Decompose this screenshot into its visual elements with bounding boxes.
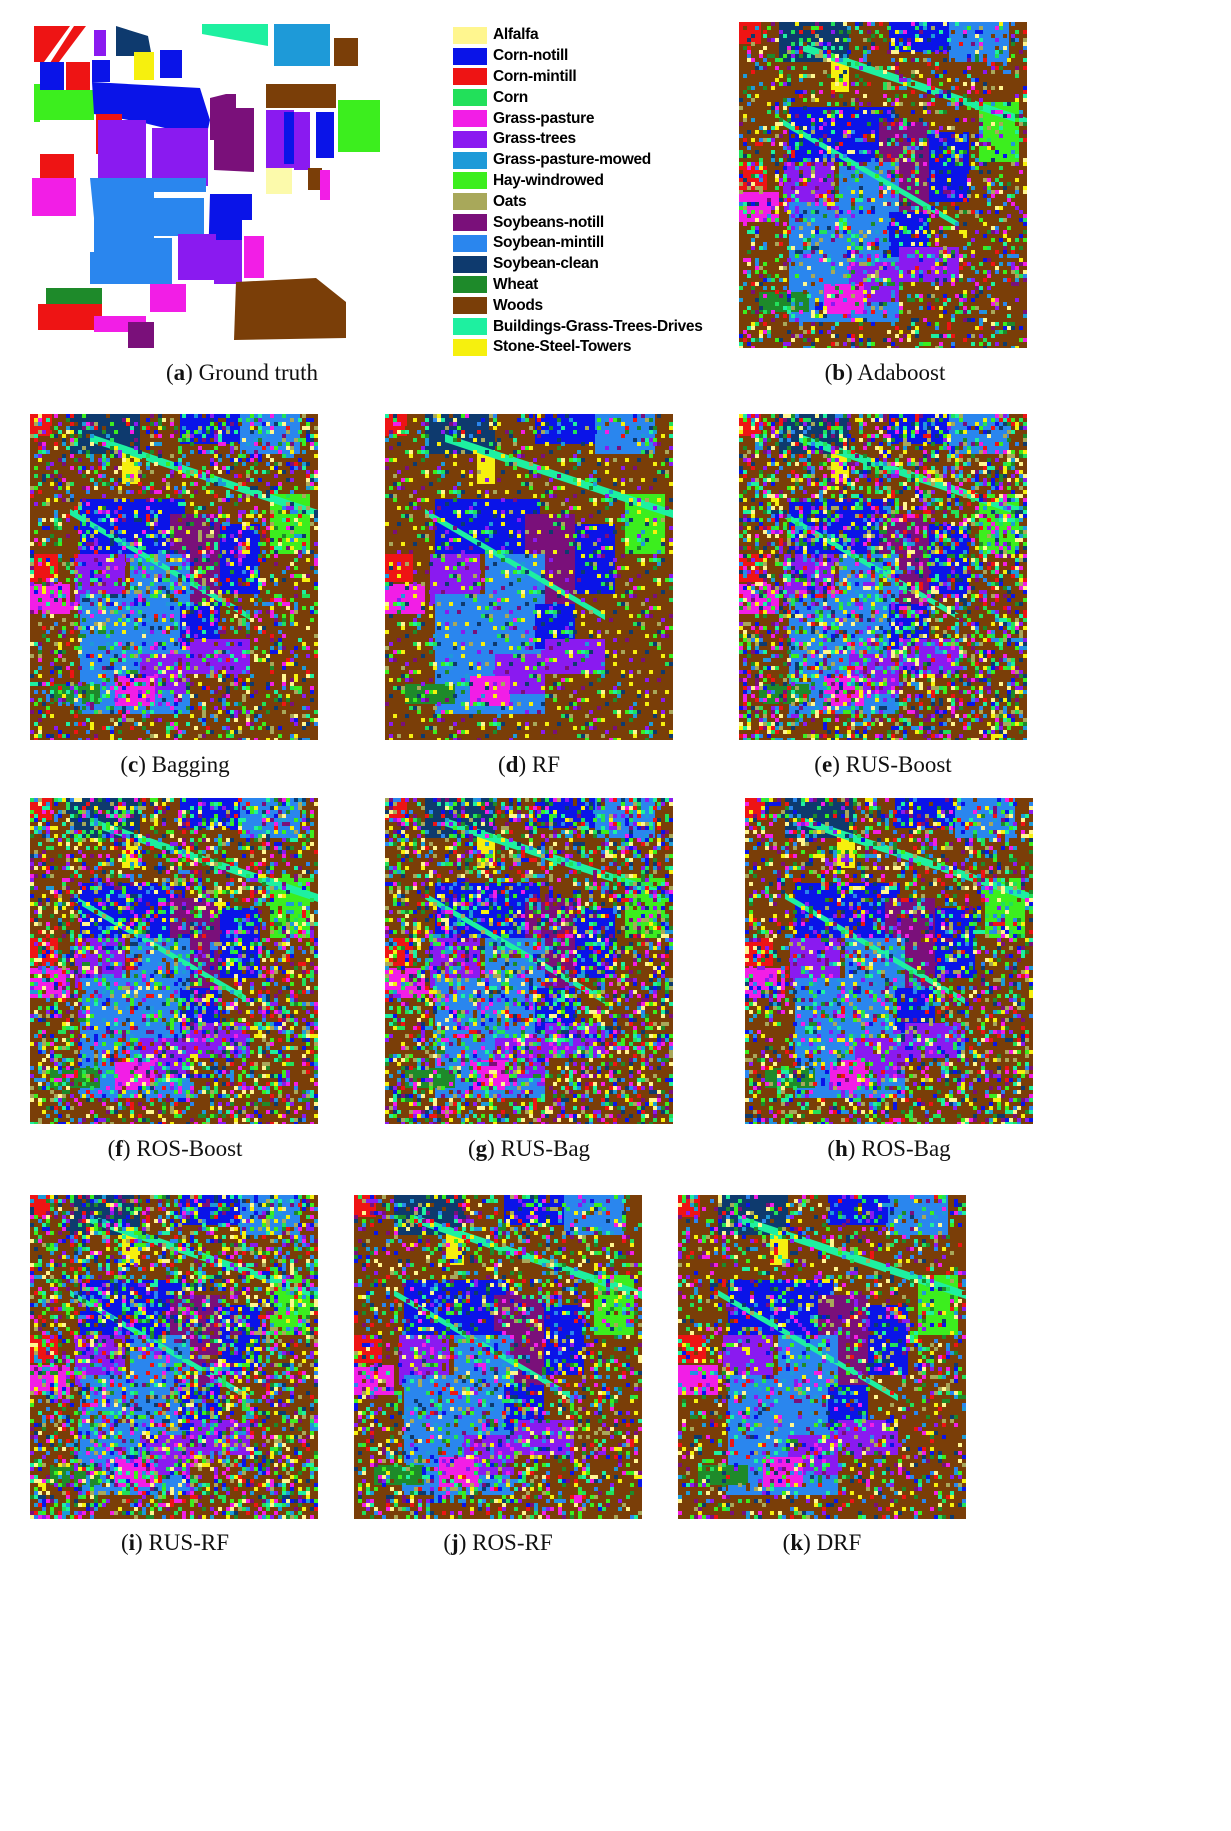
legend-label: Corn-mintill [493,68,577,86]
map-noise [739,414,1027,740]
legend-swatch [453,110,487,128]
legend-item: Corn [453,87,703,108]
legend-label: Soybean-mintill [493,234,604,252]
map-region [470,676,510,706]
map-noise [678,1195,966,1519]
legend-item: Alfalfa [453,25,703,46]
legend-item: Stone-Steel-Towers [453,337,703,358]
map-noise [30,414,318,740]
legend-label: Corn [493,89,528,107]
legend-item: Grass-pasture [453,108,703,129]
legend-item: Soybeans-notill [453,212,703,233]
ros-rf-map [354,1195,642,1519]
legend-swatch [453,338,487,356]
legend-swatch [453,297,487,315]
legend-swatch [453,47,487,65]
legend-label: Stone-Steel-Towers [493,338,631,356]
ros-boost-map [30,798,318,1124]
caption-f: (f) ROS-Boost [108,1136,243,1162]
legend-label: Hay-windrowed [493,172,604,190]
legend-item: Oats [453,191,703,212]
map-noise [739,22,1027,348]
legend-label: Grass-trees [493,130,576,148]
caption-g: (g) RUS-Bag [468,1136,590,1162]
bagging-map [30,414,318,740]
legend-swatch [453,255,487,273]
legend-item: Corn-mintill [453,67,703,88]
map-region [770,1231,788,1265]
legend-label: Soybean-clean [493,255,599,273]
caption-b: (b) Adaboost [825,360,946,386]
legend-swatch [453,234,487,252]
caption-i: (i) RUS-RF [121,1530,229,1556]
legend-item: Corn-notill [453,46,703,67]
map-noise [385,414,673,740]
caption-a: (a) Ground truth [166,360,318,386]
legend-label: Buildings-Grass-Trees-Drives [493,318,703,336]
map-road [779,117,959,228]
legend-swatch [453,193,487,211]
rus-bag-map [385,798,673,1124]
legend-swatch [453,151,487,169]
map-noise [30,1195,318,1519]
rus-rf-map [30,1195,318,1519]
map-road [718,1290,898,1401]
class-legend: Alfalfa Corn-notill Corn-mintill Corn Grass-… [453,25,703,358]
map-region [759,292,809,312]
rus-boost-map [739,414,1027,740]
legend-label: Soybeans-notill [493,214,604,232]
legend-swatch [453,172,487,190]
caption-h: (h) ROS-Bag [827,1136,950,1162]
adaboost-map [739,22,1027,348]
legend-swatch [453,276,487,294]
legend-swatch [453,89,487,107]
legend-label: Oats [493,193,527,211]
legend-swatch [453,318,487,336]
caption-j: (j) ROS-RF [443,1530,552,1556]
ros-bag-map [745,798,1033,1124]
map-noise [385,798,673,1124]
map-noise [30,798,318,1124]
caption-k: (k) DRF [783,1530,862,1556]
legend-item: Grass-trees [453,129,703,150]
legend-item: Woods [453,295,703,316]
caption-d: (d) RF [498,752,560,778]
legend-label: Corn-notill [493,47,568,65]
legend-swatch [453,26,487,44]
drf-map [678,1195,966,1519]
legend-label: Grass-pasture [493,110,595,128]
caption-c: (c) Bagging [120,752,229,778]
legend-item: Hay-windrowed [453,171,703,192]
legend-item: Wheat [453,275,703,296]
legend-swatch [453,68,487,86]
caption-e: (e) RUS-Boost [814,752,951,778]
map-noise [745,798,1033,1124]
rf-map [385,414,673,740]
legend-label: Grass-pasture-mowed [493,151,651,169]
legend-item: Grass-pasture-mowed [453,150,703,171]
legend-label: Alfalfa [493,26,539,44]
map-noise [354,1195,642,1519]
legend-label: Wheat [493,276,538,294]
legend-item: Soybean-mintill [453,233,703,254]
legend-swatch [453,214,487,232]
legend-item: Soybean-clean [453,254,703,275]
legend-item: Buildings-Grass-Trees-Drives [453,316,703,337]
legend-label: Woods [493,297,543,315]
legend-swatch [453,130,487,148]
ground-truth-map [30,22,444,350]
